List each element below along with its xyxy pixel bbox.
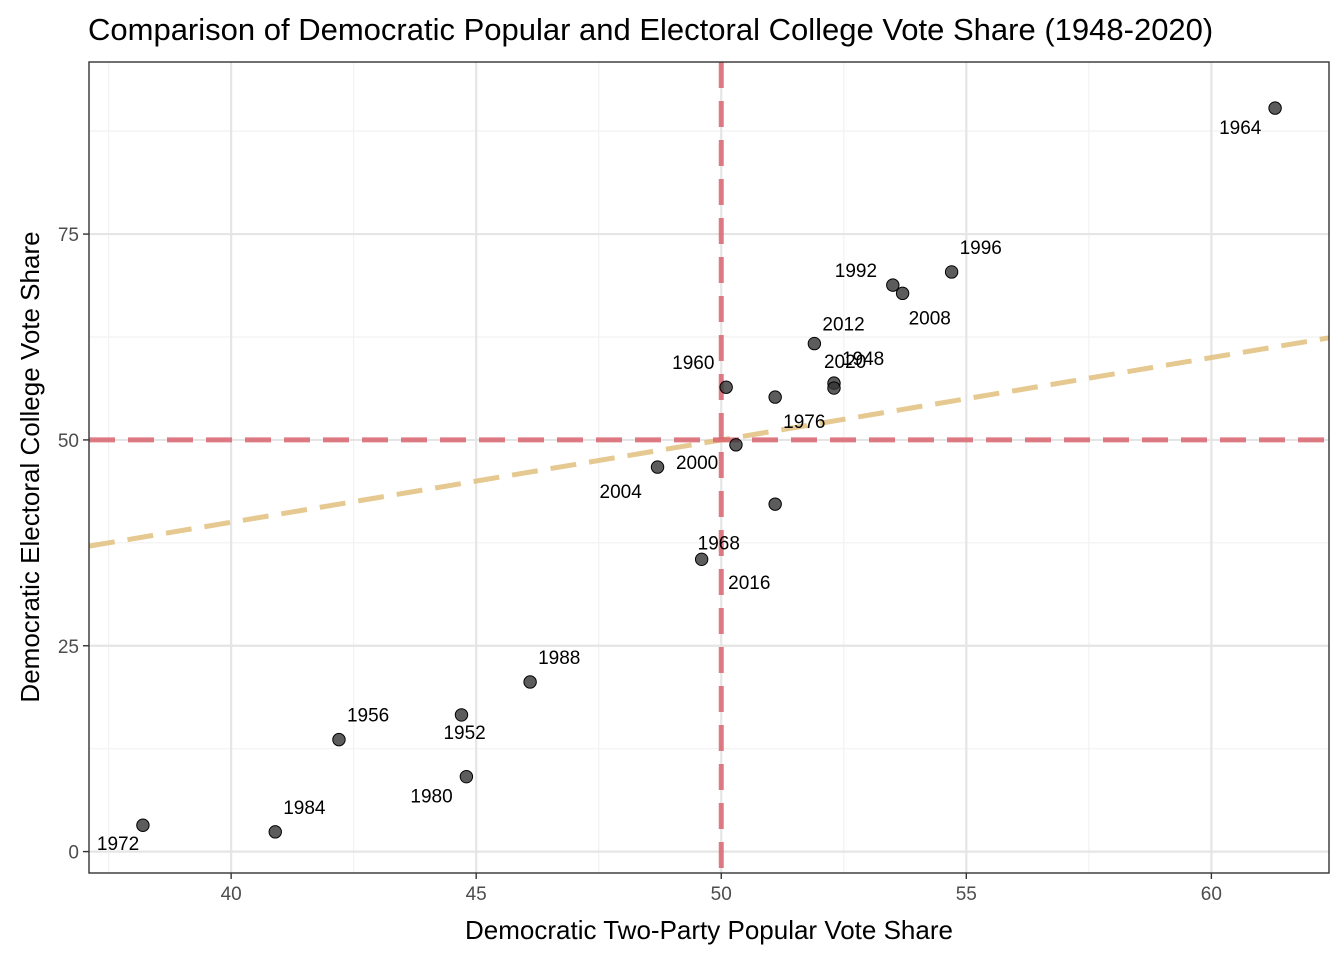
data-point-1968 bbox=[694, 552, 709, 567]
point-label-1976: 1976 bbox=[783, 412, 825, 433]
data-point-2020 bbox=[827, 381, 841, 395]
point-label-2004: 2004 bbox=[600, 482, 643, 503]
point-label-1996: 1996 bbox=[960, 238, 1002, 259]
data-point-1952 bbox=[454, 708, 469, 722]
point-label-1984: 1984 bbox=[283, 798, 326, 819]
point-label-2016: 2016 bbox=[728, 573, 770, 594]
data-point-1992 bbox=[886, 278, 900, 292]
point-label-1980: 1980 bbox=[410, 787, 452, 808]
point-label-1960: 1960 bbox=[672, 353, 714, 374]
y-tick-label: 50 bbox=[58, 431, 79, 452]
reference-lines bbox=[88, 62, 1330, 873]
y-axis-title: Democratic Electoral College Vote Share bbox=[15, 231, 45, 702]
y-tick-label: 25 bbox=[58, 637, 79, 658]
data-point-1984 bbox=[268, 825, 282, 839]
point-label-1988: 1988 bbox=[538, 648, 580, 669]
point-label-2020: 2020 bbox=[824, 352, 866, 373]
point-label-2000: 2000 bbox=[676, 453, 718, 474]
y-tick-label: 75 bbox=[58, 225, 79, 246]
x-tick-label: 45 bbox=[466, 884, 487, 905]
x-axis: 40 45 50 55 60 bbox=[221, 873, 1222, 905]
data-point-2004 bbox=[650, 460, 665, 474]
chart-title: Comparison of Democratic Popular and Ele… bbox=[88, 12, 1213, 47]
trend-line bbox=[88, 335, 1330, 549]
data-point-2000 bbox=[729, 438, 743, 452]
data-point-2012 bbox=[807, 336, 822, 351]
y-axis: 0 25 50 75 bbox=[58, 225, 89, 864]
data-point-2016 bbox=[768, 497, 782, 511]
point-label-1964: 1964 bbox=[1219, 118, 1262, 139]
data-point-1964 bbox=[1268, 101, 1282, 115]
data-point-1980 bbox=[459, 769, 474, 784]
point-label-1952: 1952 bbox=[443, 723, 485, 744]
data-point-1956 bbox=[332, 732, 346, 747]
point-label-1972: 1972 bbox=[97, 834, 139, 855]
panel-border bbox=[88, 61, 1330, 874]
x-tick-label: 40 bbox=[221, 884, 242, 905]
data-points bbox=[136, 101, 1282, 839]
x-tick-label: 50 bbox=[711, 884, 732, 905]
x-axis-title: Democratic Two-Party Popular Vote Share bbox=[465, 915, 953, 945]
point-label-1992: 1992 bbox=[835, 261, 877, 282]
point-label-2012: 2012 bbox=[822, 315, 864, 336]
point-labels: 1948 1952 1956 1960 1964 1968 1972 1976 1980 1984… bbox=[97, 118, 1262, 855]
data-point-1972 bbox=[136, 818, 150, 832]
point-label-1968: 1968 bbox=[698, 533, 740, 554]
point-label-2008: 2008 bbox=[909, 308, 951, 329]
data-point-1988 bbox=[523, 675, 537, 689]
point-label-1956: 1956 bbox=[347, 706, 389, 727]
x-tick-label: 60 bbox=[1201, 884, 1222, 905]
x-tick-label: 55 bbox=[956, 884, 977, 905]
y-tick-label: 0 bbox=[68, 843, 79, 864]
point-label-1948: 1948 bbox=[842, 349, 884, 370]
data-point-1996 bbox=[944, 265, 959, 279]
data-point-1976 bbox=[768, 390, 782, 404]
data-point-2008 bbox=[895, 286, 910, 301]
data-point-1960 bbox=[719, 380, 733, 394]
